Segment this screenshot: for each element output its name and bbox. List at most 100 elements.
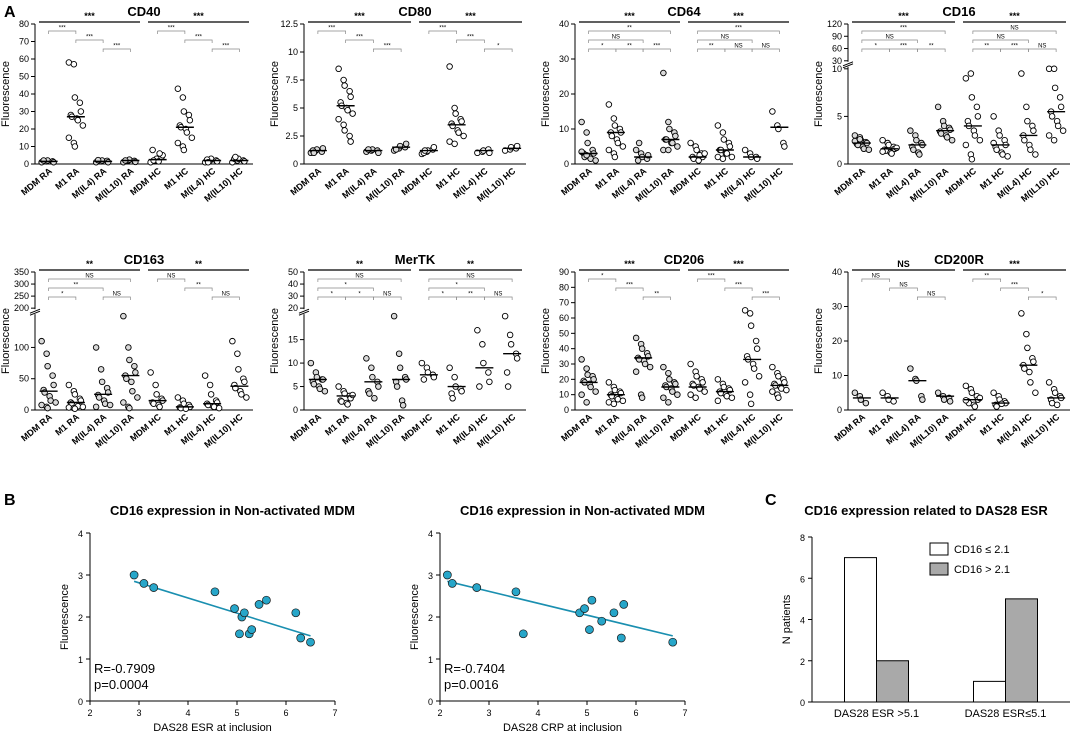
y-tick-label: 8 [800,533,805,543]
group-significance: *** [1009,11,1020,21]
data-point [79,122,87,129]
pair-significance: NS [355,274,363,280]
data-point [1051,84,1059,92]
data-point [781,379,788,386]
group-significance: *** [193,11,204,21]
data-point [665,369,672,377]
data-point [174,394,182,401]
data-point [741,379,749,386]
data-point [201,372,209,379]
y-tick-label: 20 [559,89,569,99]
data-point [335,65,342,73]
data-point [262,595,271,605]
pair-significance: NS [466,274,474,280]
pair-bracket [1000,287,1029,291]
data-point [451,373,458,381]
data-point [123,375,130,382]
data-point [1004,153,1011,160]
pair-significance: *** [1011,44,1019,50]
data-point [660,363,667,371]
data-point [783,386,790,394]
y-tick-label: 250 [14,291,29,301]
pair-significance: * [455,283,458,289]
data-point [365,146,372,153]
pair-bracket [157,278,186,282]
data-point [50,381,57,389]
data-point [699,379,706,386]
data-point [1050,65,1058,73]
data-point [687,391,694,398]
pair-significance: NS [1010,26,1018,32]
pair-significance: NS [383,292,391,298]
y-tick-label: 30 [19,107,29,117]
data-point [687,360,694,368]
pair-significance: *** [195,35,203,41]
group-significance: *** [624,11,635,21]
legend-swatch [929,562,949,576]
x-category-label: MDM RA [19,412,54,444]
data-point [610,400,618,408]
pair-significance: NS [885,35,893,41]
data-point [131,362,138,370]
pair-significance: * [497,44,500,50]
pair-significance: * [601,44,604,50]
pair-bracket [1028,48,1057,52]
pair-bracket [889,287,918,291]
y-tick-label: 4 [428,529,433,539]
data-point [584,139,591,147]
y-tick-label: 20 [288,303,298,313]
x-category-label: MDM HC [399,166,434,198]
correlation-p: p=0.0016 [444,677,499,692]
data-point [619,600,629,609]
pair-significance: *** [762,292,770,298]
data-point [587,383,594,391]
y-tick-label: 60 [832,44,842,54]
data-point [188,134,196,141]
data-point [449,395,456,402]
data-point [513,355,521,362]
pair-significance: *** [168,26,176,32]
data-point [243,394,250,401]
y-tick-label: 350 [14,267,29,277]
data-point [728,394,736,401]
pair-significance: ** [196,283,201,289]
data-point [503,369,511,376]
axis-break-mark [842,63,854,69]
panel-title: CD40 [127,4,160,19]
panel-title: CD16 [942,4,975,19]
pair-bracket [642,48,671,52]
data-point [152,381,159,389]
data-point [1027,146,1034,153]
y-tick-label: 5 [293,103,298,113]
axis-break-mark [29,310,41,316]
y-axis-label: Fluorescence [0,61,12,127]
data-point [106,401,114,409]
data-point [418,359,426,367]
data-point [695,157,702,164]
data-point [632,334,640,342]
x-category-label: MDM HC [399,412,434,444]
data-point [665,399,672,406]
data-point [458,118,465,125]
data-point [973,103,981,111]
pair-bracket [588,39,644,43]
pair-significance: ** [74,283,79,289]
y-tick-label: 10 [288,47,298,57]
legend-swatch [929,542,949,556]
data-point [371,395,378,402]
y-axis-label: Fluorescence [269,61,281,127]
pair-significance: ** [984,274,989,280]
bar [1005,598,1038,703]
data-point [460,132,467,140]
y-axis-label: Fluorescence [269,308,281,374]
data-point [747,400,755,408]
data-point [71,391,79,398]
data-point [1021,365,1028,372]
group-significance: *** [1009,259,1020,269]
pair-significance: NS [167,274,175,280]
data-point [125,344,132,351]
data-point [632,146,640,154]
x-category-label: MDM RA [559,166,594,198]
data-point [1057,103,1065,111]
data-point [340,76,347,84]
